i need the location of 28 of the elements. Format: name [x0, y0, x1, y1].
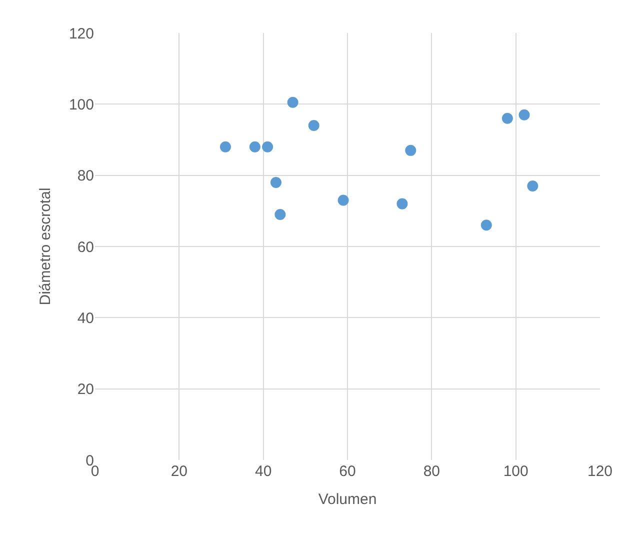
x-tick-label: 60 — [339, 463, 356, 480]
y-tick-label: 60 — [77, 238, 94, 256]
x-tick-label: 20 — [170, 463, 188, 480]
point — [287, 96, 298, 108]
y-tick-label: 20 — [77, 381, 94, 398]
x-tick-label: 100 — [503, 463, 528, 480]
y-tick-label: 80 — [77, 168, 94, 185]
x-tick-label: 80 — [423, 463, 440, 480]
x-tick-label: 40 — [254, 463, 272, 480]
point — [396, 198, 408, 210]
point — [502, 112, 513, 124]
x-axis-title: Volumen — [318, 491, 377, 508]
point — [405, 144, 416, 156]
point — [249, 141, 260, 152]
point — [308, 120, 320, 132]
x-tick-label: 120 — [587, 463, 613, 480]
point — [270, 176, 282, 188]
y-tick-label: 120 — [68, 25, 94, 42]
point — [262, 141, 274, 152]
y-tick-label: 40 — [77, 310, 94, 327]
point — [220, 141, 231, 152]
point — [274, 208, 286, 220]
point — [527, 180, 538, 192]
point — [518, 109, 530, 120]
point — [338, 194, 349, 206]
y-tick-label: 100 — [68, 96, 94, 114]
y-axis-title: Diámetro escrotal — [37, 188, 54, 306]
point — [480, 220, 492, 231]
